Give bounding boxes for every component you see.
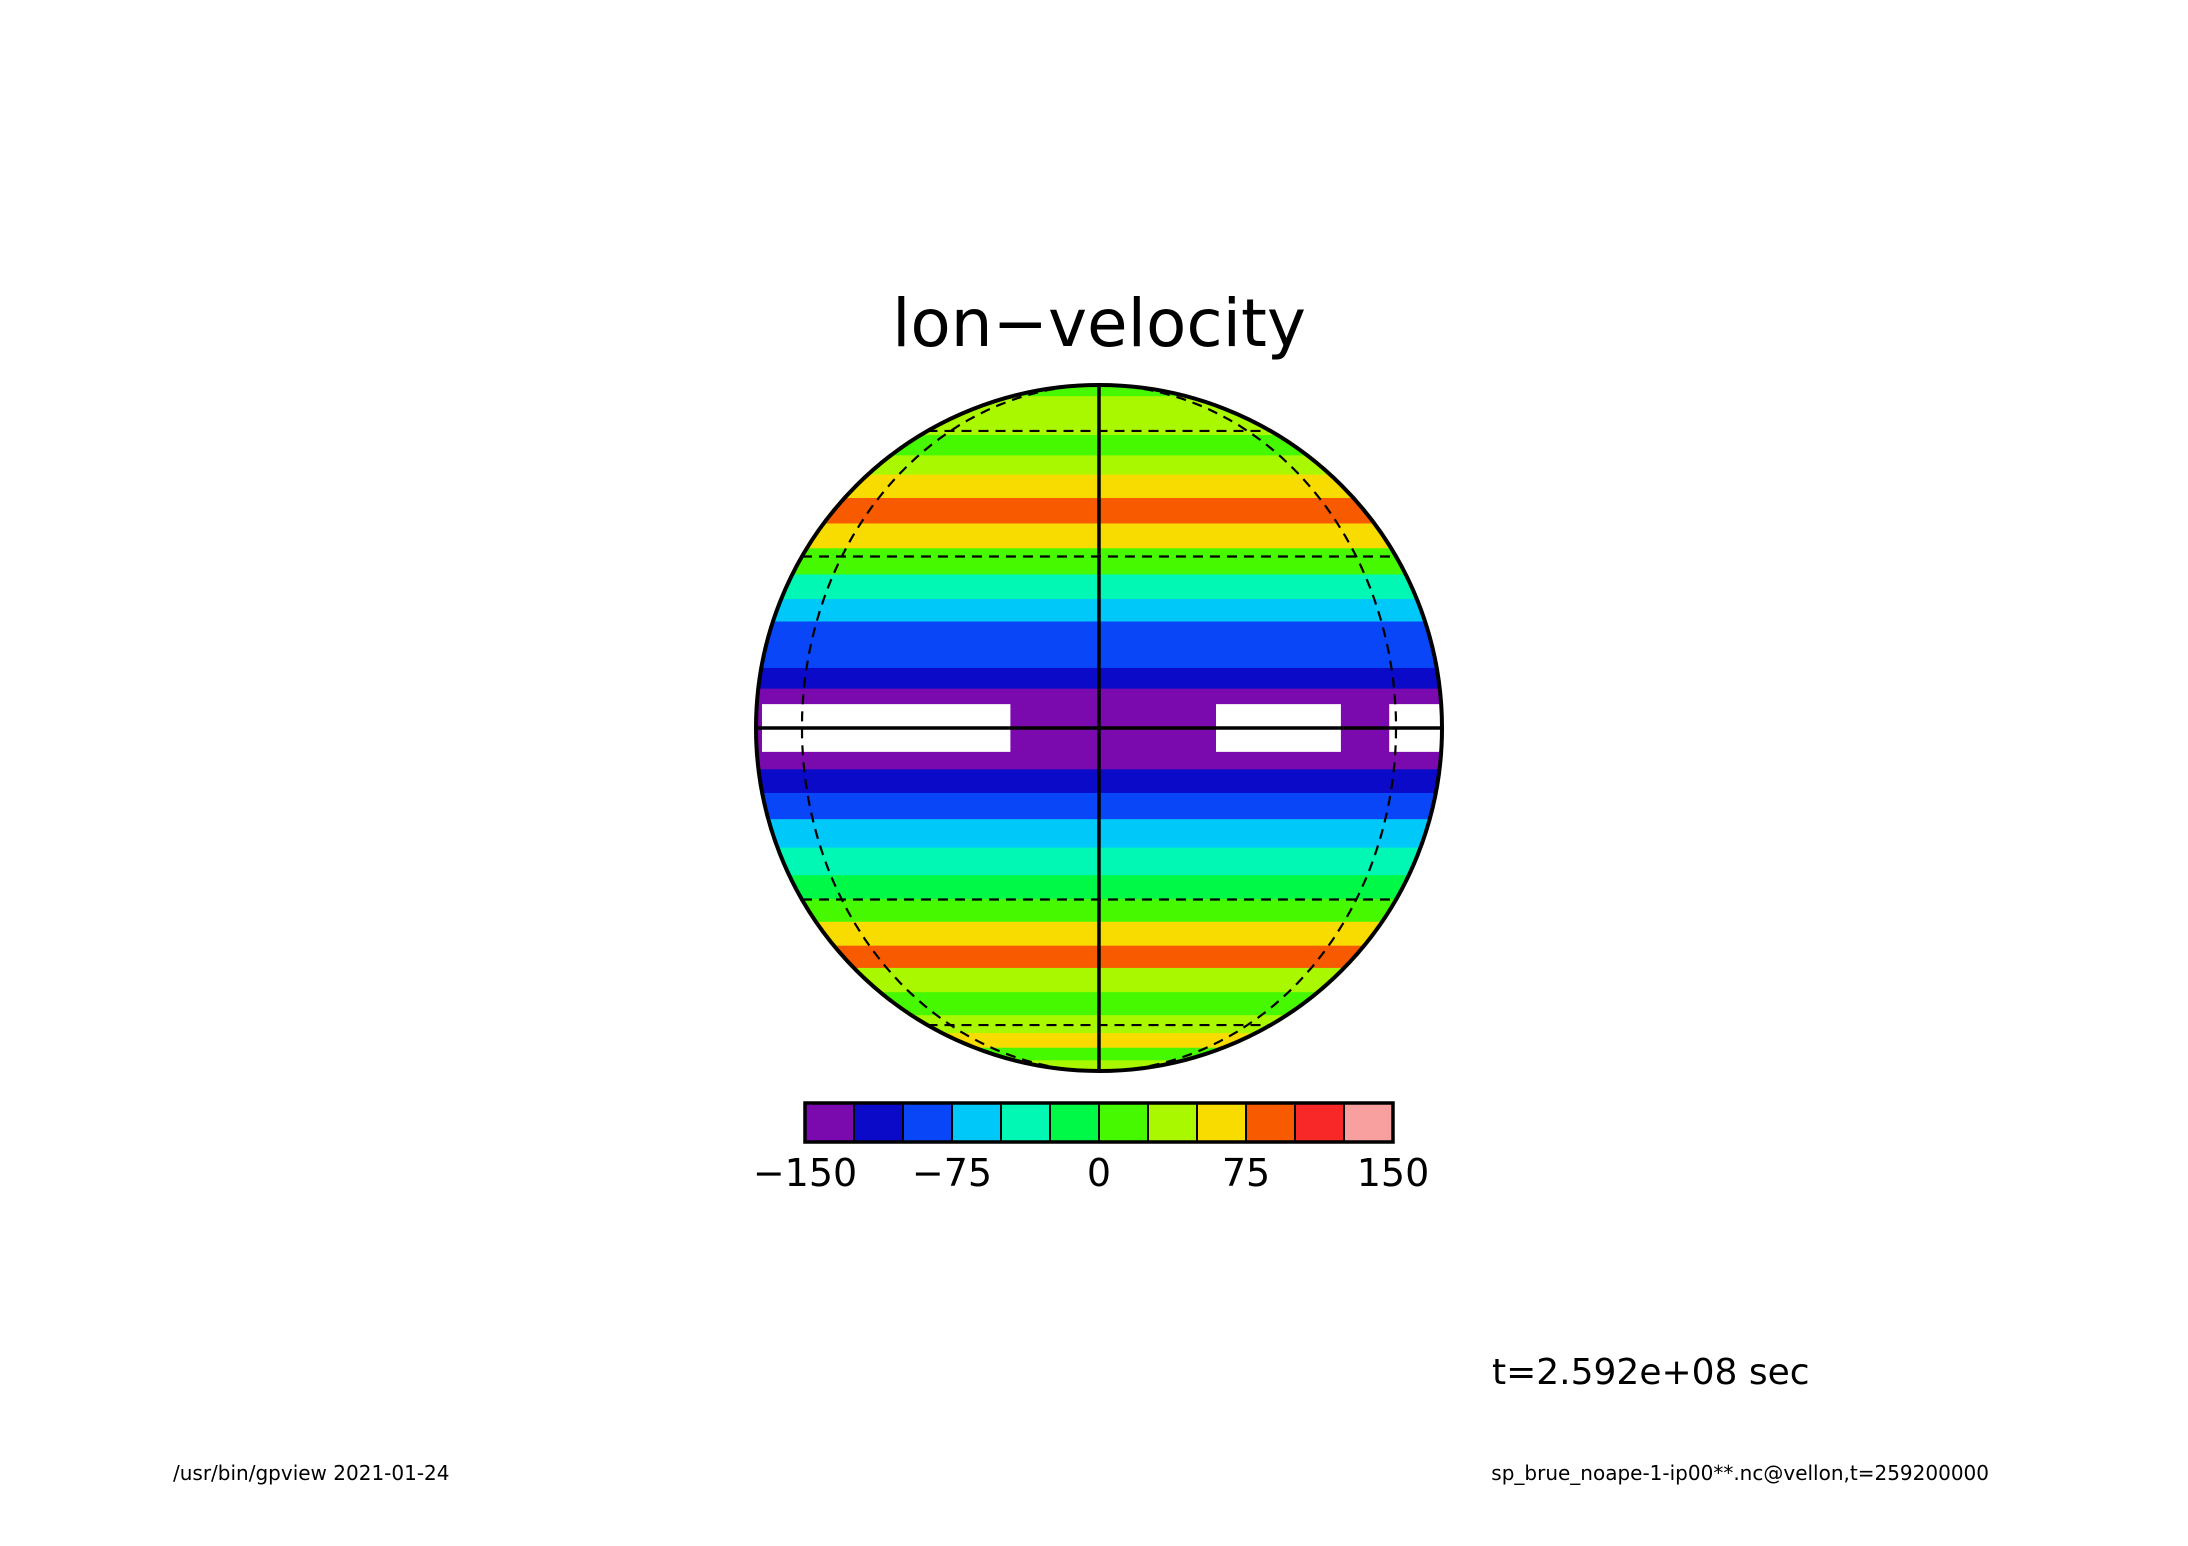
footer-right: sp_brue_noape-1-ip00**.nc@vellon,t=25920… [1491,1461,1989,1485]
colorbar-swatch-6 [1049,1102,1100,1143]
colorbar-tick-label: 150 [1357,1151,1430,1195]
colorbar-swatch-9 [1196,1102,1247,1143]
globe [754,383,1444,1073]
colorbar-frame [803,1101,1395,1144]
colorbar: −150 −75 0 75 150 [753,1101,1430,1195]
time-label: t=2.592e+08 sec [1492,1352,1810,1393]
colorbar-swatch-10 [1245,1102,1296,1143]
colorbar-tick-label: −75 [912,1151,992,1195]
colorbar-swatch-4 [951,1102,1002,1143]
colorbar-swatch-2 [853,1102,904,1143]
colorbar-swatch-3 [902,1102,953,1143]
colorbar-swatch-11 [1294,1102,1345,1143]
colorbar-tick-label: 0 [1087,1151,1111,1195]
meridian-60 [1098,385,1398,1071]
footer-left: /usr/bin/gpview 2021-01-24 [173,1461,450,1485]
colorbar-swatch-7 [1098,1102,1149,1143]
colorbar-swatch-8 [1147,1102,1198,1143]
colorbar-tick-label: 75 [1222,1151,1270,1195]
colorbar-tick-label: −150 [753,1151,857,1195]
colorbar-swatch-12 [1343,1102,1394,1143]
colorbar-swatch-1 [804,1102,855,1143]
chart-title: lon−velocity [892,285,1306,362]
globe-outline [754,383,1444,1073]
colorbar-swatch-5 [1000,1102,1051,1143]
meridian--60 [800,385,1100,1071]
